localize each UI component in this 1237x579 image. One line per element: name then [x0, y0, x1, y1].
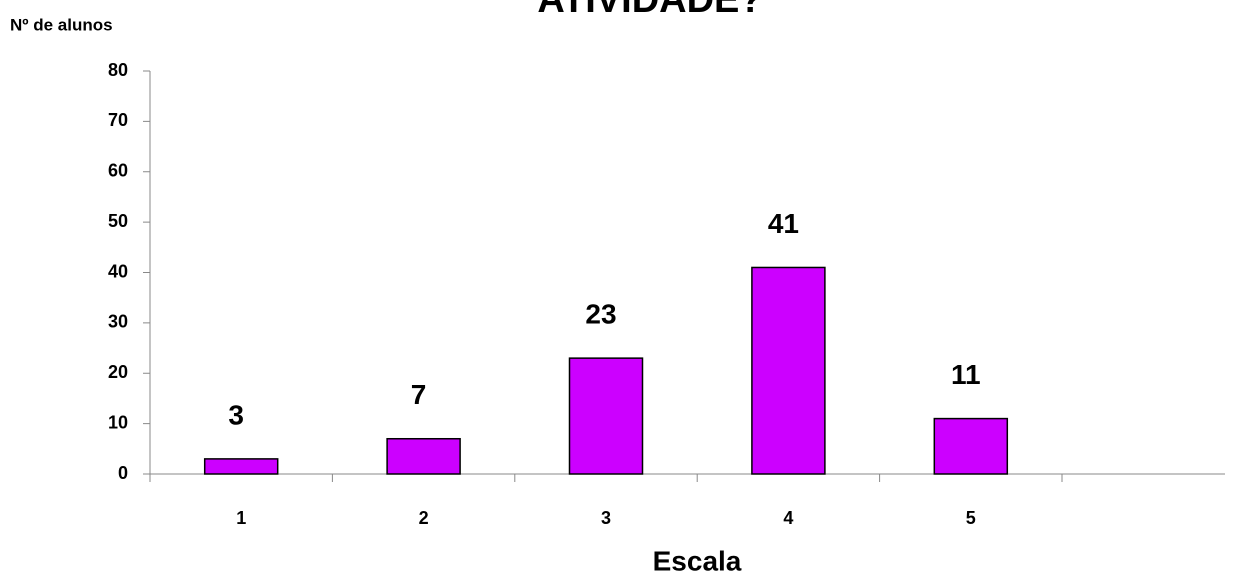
data-label: 3 — [228, 399, 244, 430]
data-label: 11 — [951, 359, 981, 390]
y-tick-label: 10 — [108, 412, 128, 432]
y-tick-label: 50 — [108, 211, 128, 231]
chart-title: ATIVIDADE? — [537, 0, 762, 21]
x-tick-label: 4 — [783, 508, 793, 528]
bar — [386, 437, 461, 475]
x-tick-label: 2 — [419, 508, 429, 528]
y-tick-label: 60 — [108, 161, 128, 181]
x-tick-label: 1 — [236, 508, 246, 528]
y-tick-label: 80 — [108, 60, 128, 80]
data-label: 7 — [411, 379, 427, 410]
bar — [203, 458, 279, 475]
y-tick-label: 20 — [108, 362, 128, 382]
bar — [751, 266, 826, 475]
y-axis-label: Nº de alunos — [10, 15, 113, 34]
y-tick-label: 0 — [118, 463, 128, 483]
bar — [568, 357, 644, 475]
bar — [933, 417, 1009, 475]
x-axis-label: Escala — [653, 545, 742, 576]
y-tick-label: 30 — [108, 312, 128, 332]
y-tick-label: 70 — [108, 110, 128, 130]
x-tick-label: 3 — [601, 508, 611, 528]
x-tick-label: 5 — [966, 508, 976, 528]
y-tick-label: 40 — [108, 261, 128, 281]
data-label: 23 — [585, 299, 616, 330]
data-label: 41 — [768, 208, 799, 239]
